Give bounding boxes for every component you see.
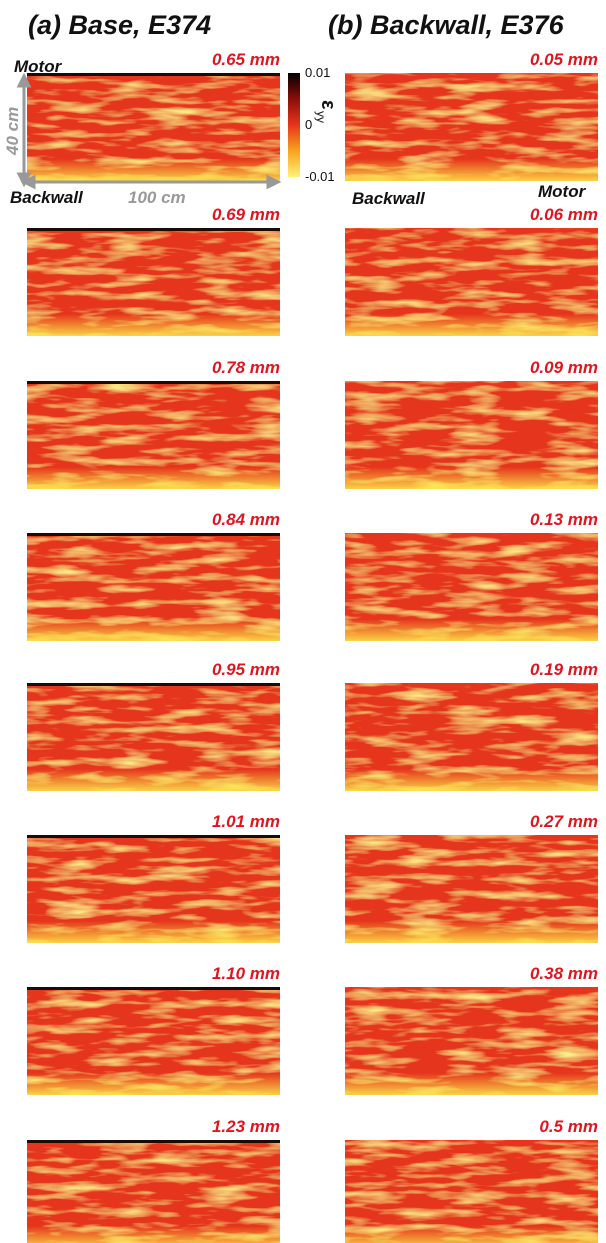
- strain-band: [345, 1073, 598, 1095]
- displacement-label: 0.06 mm: [530, 205, 598, 224]
- scale-arrows: [16, 72, 282, 190]
- colorbar-tick: 0: [305, 117, 312, 132]
- colorbar-label: ε yy: [314, 100, 339, 123]
- strain-edge: [27, 228, 280, 231]
- displacement-label: 0.5 mm: [539, 1117, 598, 1136]
- strain-band: [345, 467, 598, 489]
- strain-band: [27, 1226, 280, 1243]
- displacement-label: 0.95 mm: [212, 660, 280, 679]
- displacement-label: 0.78 mm: [212, 358, 280, 377]
- annotation: 40 cm: [3, 107, 22, 156]
- colorbar: [288, 73, 300, 177]
- annotation: Backwall: [10, 188, 84, 207]
- displacement-label: 1.23 mm: [212, 1117, 280, 1136]
- strain-edge: [27, 533, 280, 536]
- strain-band: [27, 619, 280, 641]
- strain-band: [27, 467, 280, 489]
- strain-band: [27, 769, 280, 791]
- displacement-label: 0.84 mm: [212, 510, 280, 529]
- annotation: 100 cm: [128, 188, 186, 207]
- displacement-label: 0.19 mm: [530, 660, 598, 679]
- annotation: Backwall: [352, 189, 426, 208]
- panels: 0.65 mm 0.69 mm 0.78 mm 0.84 mm 0.95 mm 1.01 …: [27, 50, 598, 1243]
- strain-band: [345, 314, 598, 336]
- colorbar-subscript: yy: [314, 111, 328, 123]
- displacement-label: 0.38 mm: [530, 964, 598, 983]
- strain-band: [27, 921, 280, 943]
- strain-edge: [27, 835, 280, 838]
- colorbar-tick: -0.01: [305, 169, 335, 184]
- displacement-label: 0.09 mm: [530, 358, 598, 377]
- strain-band: [27, 314, 280, 336]
- strain-edge: [27, 1140, 280, 1143]
- colorbar-symbol: ε: [317, 100, 339, 110]
- displacement-label: 0.27 mm: [530, 812, 598, 831]
- displacement-label: 0.13 mm: [530, 510, 598, 529]
- strain-edge: [27, 73, 280, 76]
- strain-band: [345, 619, 598, 641]
- column-title: (b) Backwall, E376: [328, 10, 565, 40]
- colorbar-tick: 0.01: [305, 65, 330, 80]
- displacement-label: 1.10 mm: [212, 964, 280, 983]
- displacement-label: 0.05 mm: [530, 50, 598, 69]
- annotation: Motor: [538, 182, 587, 201]
- strain-edge: [27, 381, 280, 384]
- strain-edge: [27, 683, 280, 686]
- strain-map: [27, 1140, 280, 1243]
- strain-map: [345, 1140, 598, 1243]
- annotation: Motor: [14, 57, 63, 76]
- strain-band: [345, 1226, 598, 1243]
- displacement-label: 0.65 mm: [212, 50, 280, 69]
- column-title: (a) Base, E374: [28, 10, 211, 40]
- displacement-label: 1.01 mm: [212, 812, 280, 831]
- strain-band: [345, 159, 598, 181]
- displacement-label: 0.69 mm: [212, 205, 280, 224]
- strain-edge: [27, 987, 280, 990]
- strain-band: [345, 769, 598, 791]
- strain-band: [345, 921, 598, 943]
- strain-band: [27, 159, 280, 181]
- strain-band: [27, 1073, 280, 1095]
